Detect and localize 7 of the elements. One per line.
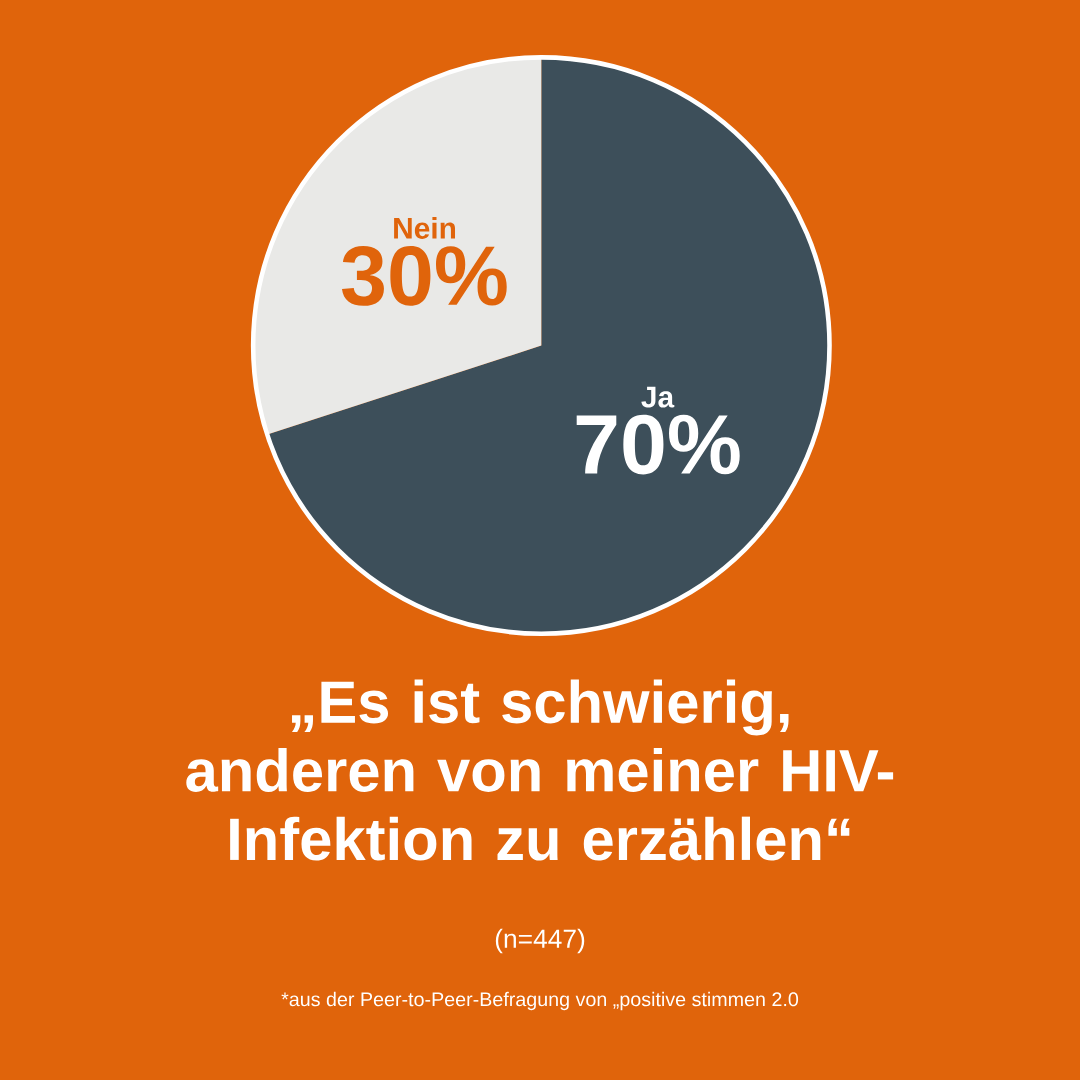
text: (n=447) [495,928,585,954]
slice-label: Ja [641,386,675,408]
slice-label: Nein [394,216,456,239]
data-label: 70% [576,414,740,475]
data-label: 30% [341,245,507,306]
text: *aus der Peer-to-Peer-Befragung von „positive stimmen 2.0 [281,991,799,1011]
text: „Es ist schwierig, anderen von meiner HIV-Infektion zu erzählen“ [186,679,894,861]
